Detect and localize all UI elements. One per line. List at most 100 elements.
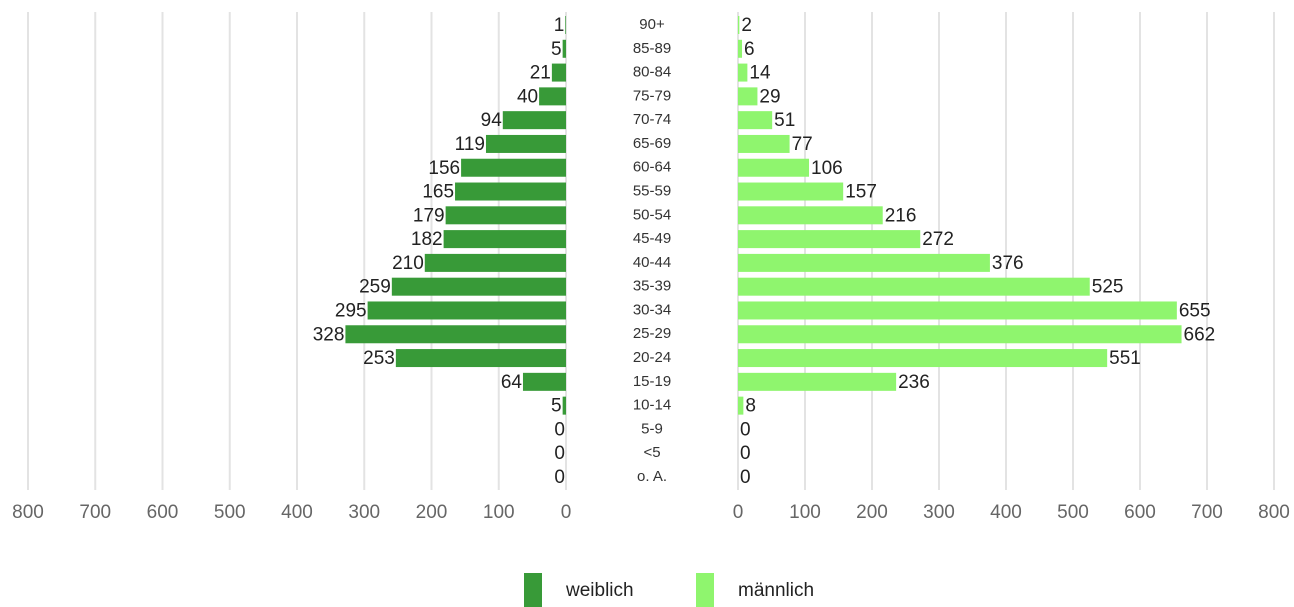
value-label: 0 bbox=[554, 467, 565, 488]
value-label: 1 bbox=[554, 15, 565, 36]
category-label: <5 bbox=[643, 444, 660, 461]
value-label: 272 bbox=[922, 229, 954, 250]
bar bbox=[738, 16, 740, 34]
bar bbox=[738, 230, 921, 249]
category-label: 45-49 bbox=[633, 230, 671, 247]
category-label: 35-39 bbox=[633, 278, 671, 295]
x-tick-label: 400 bbox=[281, 502, 313, 523]
bar bbox=[485, 134, 566, 153]
bar bbox=[562, 39, 566, 58]
value-label: 64 bbox=[501, 372, 523, 393]
value-label: 8 bbox=[745, 396, 756, 417]
bar bbox=[738, 277, 1090, 296]
bar bbox=[738, 87, 758, 106]
x-tick-label: 500 bbox=[1057, 502, 1089, 523]
x-tick-label: 0 bbox=[733, 502, 744, 523]
value-label: 119 bbox=[455, 134, 485, 155]
bar bbox=[395, 349, 566, 368]
bar bbox=[738, 349, 1108, 368]
bar bbox=[443, 230, 566, 249]
x-tick-label: 600 bbox=[147, 502, 179, 523]
bar bbox=[738, 301, 1177, 320]
bar bbox=[345, 325, 566, 344]
value-label: 5 bbox=[551, 39, 562, 60]
category-label: 65-69 bbox=[633, 135, 671, 152]
value-label: 21 bbox=[530, 63, 551, 84]
legend-label: männlich bbox=[738, 580, 814, 601]
bar bbox=[738, 111, 773, 130]
bar bbox=[738, 253, 990, 272]
x-tick-label: 700 bbox=[79, 502, 111, 523]
x-tick-label: 100 bbox=[483, 502, 515, 523]
value-label: 0 bbox=[554, 419, 565, 440]
category-label: 40-44 bbox=[633, 254, 671, 271]
x-tick-label: 300 bbox=[348, 502, 380, 523]
bar bbox=[565, 16, 566, 34]
bar bbox=[738, 372, 897, 391]
category-label: 25-29 bbox=[633, 325, 671, 342]
bar bbox=[455, 182, 566, 201]
value-label: 376 bbox=[992, 253, 1024, 274]
bar bbox=[522, 372, 566, 391]
value-label: 236 bbox=[898, 372, 930, 393]
x-tick-label: 0 bbox=[561, 502, 572, 523]
value-label: 525 bbox=[1092, 277, 1124, 298]
category-label: 10-14 bbox=[633, 397, 671, 414]
legend-swatch bbox=[696, 573, 714, 607]
value-label: 106 bbox=[811, 158, 843, 179]
value-label: 253 bbox=[363, 348, 395, 369]
value-label: 77 bbox=[792, 134, 813, 155]
legend-swatch bbox=[524, 573, 542, 607]
bar bbox=[502, 111, 566, 130]
x-tick-label: 400 bbox=[990, 502, 1022, 523]
bar bbox=[738, 39, 743, 58]
value-label: 29 bbox=[759, 86, 780, 107]
bar bbox=[461, 158, 566, 177]
bar bbox=[551, 63, 566, 82]
bar bbox=[738, 158, 810, 177]
x-tick-label: 300 bbox=[923, 502, 955, 523]
category-label: 5-9 bbox=[641, 420, 663, 437]
category-label: 20-24 bbox=[633, 349, 671, 366]
x-tick-label: 600 bbox=[1124, 502, 1156, 523]
bar bbox=[738, 63, 748, 82]
bar bbox=[738, 396, 744, 415]
value-label: 156 bbox=[428, 158, 460, 179]
bar bbox=[445, 206, 566, 225]
value-label: 6 bbox=[744, 39, 755, 60]
bar bbox=[738, 182, 844, 201]
value-label: 295 bbox=[335, 300, 367, 321]
value-label: 655 bbox=[1179, 300, 1211, 321]
bar bbox=[738, 325, 1182, 344]
bar bbox=[391, 277, 566, 296]
value-label: 182 bbox=[411, 229, 443, 250]
category-label: 55-59 bbox=[633, 182, 671, 199]
value-label: 210 bbox=[392, 253, 424, 274]
bar bbox=[562, 396, 566, 415]
value-label: 94 bbox=[481, 110, 503, 131]
x-tick-label: 100 bbox=[789, 502, 821, 523]
bar bbox=[539, 87, 566, 106]
category-label: 30-34 bbox=[633, 301, 671, 318]
value-label: 165 bbox=[422, 182, 454, 203]
category-label: 60-64 bbox=[633, 159, 671, 176]
value-label: 0 bbox=[740, 467, 751, 488]
value-label: 662 bbox=[1184, 324, 1216, 345]
category-label: 80-84 bbox=[633, 64, 671, 81]
category-label: 70-74 bbox=[633, 111, 671, 128]
value-label: 40 bbox=[517, 86, 538, 107]
bar bbox=[367, 301, 566, 320]
bar bbox=[738, 134, 790, 153]
value-label: 14 bbox=[749, 63, 771, 84]
legend-label: weiblich bbox=[565, 580, 634, 601]
category-label: 50-54 bbox=[633, 206, 671, 223]
category-label: 15-19 bbox=[633, 373, 671, 390]
bar bbox=[738, 206, 883, 225]
category-label: 85-89 bbox=[633, 40, 671, 57]
bar bbox=[424, 253, 566, 272]
x-tick-label: 200 bbox=[416, 502, 448, 523]
x-tick-label: 800 bbox=[12, 502, 44, 523]
x-tick-label: 200 bbox=[856, 502, 888, 523]
category-label: o. A. bbox=[637, 468, 667, 485]
